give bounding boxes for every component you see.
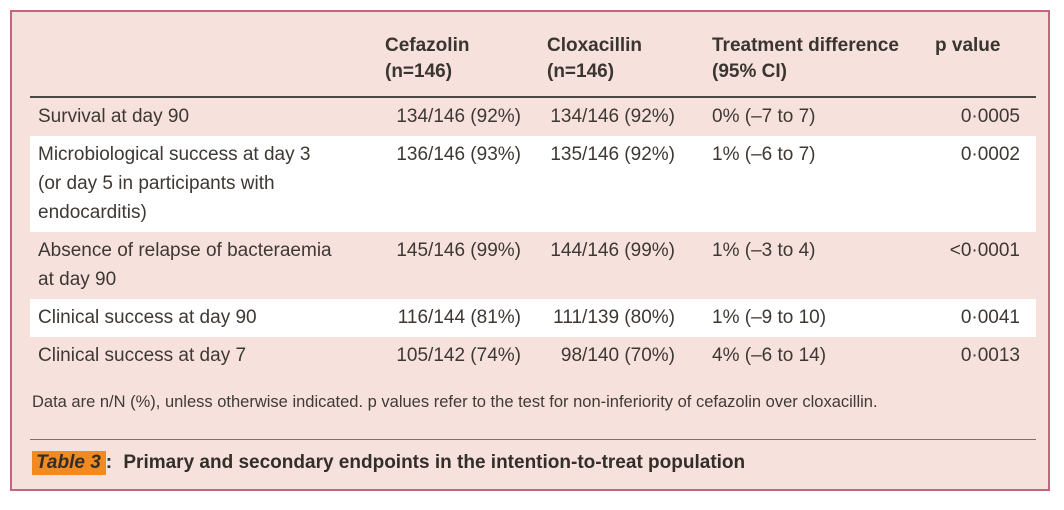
cloxacillin-value: 135/146 (92%) <box>550 144 675 165</box>
header-endpoint <box>30 12 375 98</box>
endpoint-cell: Absence of relapse of bacteraemia at day… <box>30 232 375 299</box>
cefazolin-value: 105/142 (74%) <box>396 345 521 366</box>
treatment-difference-value: 4% (–6 to 14) <box>712 345 827 366</box>
caption-divider <box>30 439 1036 440</box>
endpoint-cell: Microbiological success at day 3 (or day… <box>30 136 375 232</box>
treatment-difference-value: 1% (–6 to 7) <box>712 144 816 165</box>
treatment-difference-value: 1% (–3 to 4) <box>712 240 816 261</box>
header-treatment-difference: Treatment difference (95% CI) <box>687 12 905 98</box>
table-caption-text: Primary and secondary endpoints in the i… <box>123 452 746 473</box>
table-row-clinical-success-day-90: Clinical success at day 90 116/144 (81%)… <box>30 299 1036 337</box>
table-header: Cefazolin (n=146) Cloxacillin (n=146) Tr… <box>30 12 1036 98</box>
table-footnote: Data are n/N (%), unless otherwise indic… <box>32 393 878 411</box>
endpoint-line: Survival at day 90 <box>38 106 190 127</box>
endpoints-table: Cefazolin (n=146) Cloxacillin (n=146) Tr… <box>30 12 1036 375</box>
table-caption-separator: : <box>105 452 113 473</box>
treatment-difference-value: 1% (–9 to 10) <box>712 307 827 328</box>
p-value: 0·0041 <box>960 307 1020 328</box>
endpoint-cell: Survival at day 90 <box>30 97 375 136</box>
cloxacillin-value: 144/146 (99%) <box>550 240 675 261</box>
endpoint-line: Absence of relapse of bacteraemia <box>38 240 332 261</box>
endpoint-line: at day 90 <box>38 269 117 290</box>
cloxacillin-value: 111/139 (80%) <box>553 307 675 328</box>
table-row-survival-day-90: Survival at day 90 134/146 (92%) 134/146… <box>30 97 1036 136</box>
cefazolin-value: 134/146 (92%) <box>396 106 521 127</box>
header-cloxacillin-line2: (n=146) <box>547 61 615 82</box>
table-row-absence-of-relapse: Absence of relapse of bacteraemia at day… <box>30 232 1036 299</box>
cefazolin-value: 136/146 (93%) <box>396 144 521 165</box>
cefazolin-value: 116/144 (81%) <box>397 307 521 328</box>
endpoint-line: Clinical success at day 90 <box>38 307 257 328</box>
cloxacillin-value: 98/140 (70%) <box>560 345 675 366</box>
table-row-microbiological-success: Microbiological success at day 3 (or day… <box>30 136 1036 232</box>
cefazolin-value: 145/146 (99%) <box>396 240 521 261</box>
table-row-clinical-success-day-7: Clinical success at day 7 105/142 (74%) … <box>30 337 1036 375</box>
header-cefazolin-line2: (n=146) <box>385 61 453 82</box>
header-row: Cefazolin (n=146) Cloxacillin (n=146) Tr… <box>30 12 1036 98</box>
endpoint-cell: Clinical success at day 90 <box>30 299 375 337</box>
table3-panel: Cefazolin (n=146) Cloxacillin (n=146) Tr… <box>10 10 1050 491</box>
p-value: 0·0013 <box>960 345 1020 366</box>
header-cloxacillin-line1: Cloxacillin <box>547 35 643 56</box>
p-value: 0·0005 <box>960 106 1020 127</box>
endpoint-line: (or day 5 in participants with <box>38 173 275 194</box>
header-p-value: p value <box>905 12 1036 98</box>
p-value: 0·0002 <box>960 144 1020 165</box>
header-cloxacillin: Cloxacillin (n=146) <box>535 12 687 98</box>
table-body: Survival at day 90 134/146 (92%) 134/146… <box>30 97 1036 375</box>
endpoint-line: endocarditis) <box>38 202 147 223</box>
table-caption: Table 3: Primary and secondary endpoints… <box>30 451 1036 475</box>
endpoint-line: Microbiological success at day 3 <box>38 144 311 165</box>
header-cefazolin-line1: Cefazolin <box>385 35 470 56</box>
table-caption-label: Table 3 <box>32 451 106 475</box>
p-value: <0·0001 <box>949 240 1020 261</box>
endpoint-cell: Clinical success at day 7 <box>30 337 375 375</box>
endpoint-line: Clinical success at day 7 <box>38 345 247 366</box>
header-cefazolin: Cefazolin (n=146) <box>375 12 535 98</box>
cloxacillin-value: 134/146 (92%) <box>550 106 675 127</box>
header-difference-line1: Treatment difference <box>712 35 899 56</box>
header-difference-line2: (95% CI) <box>712 61 787 82</box>
treatment-difference-value: 0% (–7 to 7) <box>712 106 816 127</box>
header-p-line1: p value <box>935 35 1001 56</box>
